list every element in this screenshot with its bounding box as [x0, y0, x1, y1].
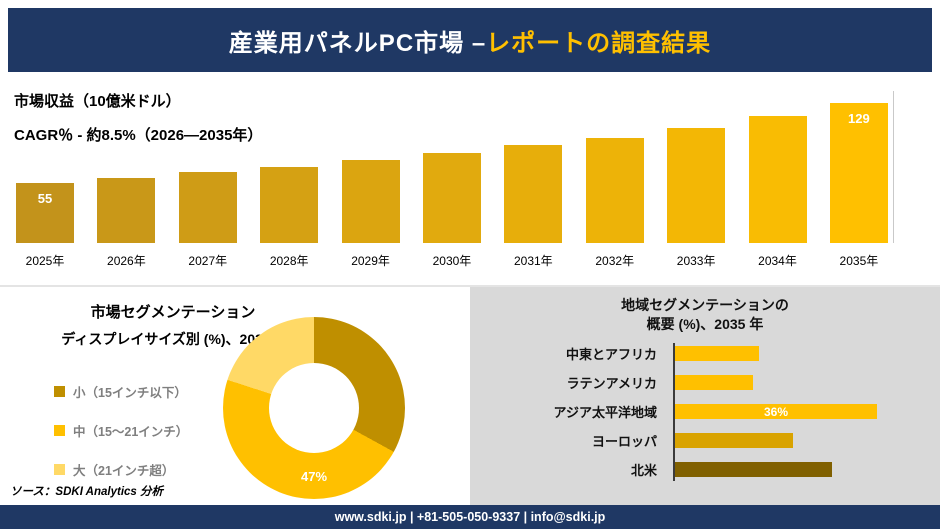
source-note: ソース：SDKI Analytics 分析 [10, 486, 163, 498]
regional-axis-line [673, 343, 675, 481]
region-bar: 36% [675, 404, 877, 419]
region-label: 中東とアフリカ [565, 347, 657, 362]
donut-legend: 小（15インチ以下） 中（15～21インチ） 大（21インチ超） [54, 382, 188, 479]
x-axis-label: 2031年 [513, 254, 553, 268]
revenue-chart-cagr: CAGR％ - 約8.5%（2026―2035年） [14, 127, 263, 144]
x-axis-label: 2028年 [269, 254, 309, 268]
x-axis-label: 2026年 [107, 254, 146, 268]
region-label: ラテンアメリカ [566, 376, 657, 391]
region-row: ラテンアメリカ [470, 368, 940, 397]
legend-label: 中（15～21インチ） [73, 425, 189, 439]
x-axis-labels: 2025年 2026年 2027年 2028年 2029年 2030年 2031年 2032年… [16, 252, 888, 269]
revenue-bar [341, 160, 400, 243]
regional-panel: 地域セグメンテーションの 概要 (%)、2035 年 中東とアフリカ ラテンアメリ… [470, 287, 940, 505]
legend-swatch [54, 425, 65, 436]
region-row: 北米 [470, 455, 940, 484]
regional-chart-title: 地域セグメンテーションの 概要 (%)、2035 年 [470, 287, 940, 334]
region-row: 中東とアフリカ [470, 339, 940, 368]
legend-item: 大（21インチ超） [54, 460, 188, 479]
legend-swatch [54, 464, 65, 475]
footer-bar: www.sdki.jp | +81-505-050-9337 | info@sd… [0, 505, 940, 529]
region-row: ヨーロッパ [470, 426, 940, 455]
region-row: アジア太平洋地域 36% [470, 397, 940, 426]
revenue-bar [748, 116, 807, 243]
revenue-bar: 129 [829, 103, 888, 243]
segmentation-panel: 市場セグメンテーション ディスプレイサイズ別 (%)、2035年 小（15インチ… [8, 287, 468, 505]
revenue-chart-labels: 市場収益（10億米ドル） CAGR％ - 約8.5%（2026―2035年） [14, 90, 262, 145]
legend-item: 小（15インチ以下） [54, 382, 188, 401]
donut-slice-label: 47% [300, 469, 328, 484]
region-label: ヨーロッパ [591, 434, 657, 449]
revenue-bar [97, 178, 156, 243]
x-axis-label: 2035年 [839, 254, 879, 268]
x-axis-label: 2025年 [25, 254, 65, 268]
title-accent: レポートの調査結果 [486, 29, 712, 57]
x-axis-label: 2034年 [758, 254, 797, 268]
revenue-chart-title: 市場収益（10億米ドル） [14, 93, 181, 110]
legend-label: 大（21インチ超） [73, 464, 175, 478]
region-label: アジア太平洋地域 [553, 405, 657, 420]
revenue-bar: 55 [16, 183, 74, 243]
revenue-bar [504, 145, 563, 243]
region-bar [675, 462, 832, 477]
bar-value-label: 129 [848, 111, 870, 126]
legend-swatch [54, 386, 65, 397]
region-label: 北米 [630, 463, 657, 478]
revenue-chart-section: 市場収益（10億米ドル） CAGR％ - 約8.5%（2026―2035年） 5… [8, 72, 932, 285]
bar-value-label: 36% [763, 404, 789, 419]
x-axis-label: 2033年 [676, 254, 716, 268]
region-bar [675, 433, 793, 448]
regional-title-line1: 地域セグメンテーションの [621, 297, 789, 313]
legend-label: 小（15インチ以下） [73, 386, 187, 400]
regional-title-line2: 概要 (%)、2035 年 [646, 315, 764, 332]
x-axis-label: 2032年 [595, 254, 635, 268]
revenue-bars: 55 129 [16, 91, 888, 243]
segmentation-subtitle: ディスプレイサイズ別 (%)、2035年 [61, 331, 285, 347]
segmentation-title: 市場セグメンテーション [90, 304, 256, 321]
region-bar [675, 375, 753, 390]
revenue-bar [422, 153, 481, 243]
region-bar [675, 346, 759, 361]
header-banner: 産業用パネルPC市場 –レポートの調査結果 [8, 8, 932, 72]
revenue-bar [667, 128, 726, 243]
x-axis-label: 2029年 [351, 254, 390, 268]
regional-rows: 中東とアフリカ ラテンアメリカアジア太平洋地域 36% ヨーロッパ北米 [470, 339, 940, 484]
donut-chart [223, 317, 405, 499]
title-main: 産業用パネルPC市場 – [228, 29, 487, 57]
footer-contact-text: www.sdki.jp | +81-505-050-9337 | info@sd… [334, 510, 606, 524]
section-divider [0, 285, 940, 287]
page-title: 産業用パネルPC市場 –レポートの調査結果 [229, 23, 711, 58]
revenue-bar [178, 172, 237, 243]
revenue-bar [585, 138, 644, 243]
x-axis-label: 2030年 [432, 254, 472, 268]
x-axis-label: 2027年 [188, 254, 228, 268]
legend-item: 中（15～21インチ） [54, 421, 188, 440]
revenue-bar [260, 167, 319, 243]
chart-right-axis-line [893, 91, 894, 243]
bar-value-label: 55 [37, 191, 53, 206]
